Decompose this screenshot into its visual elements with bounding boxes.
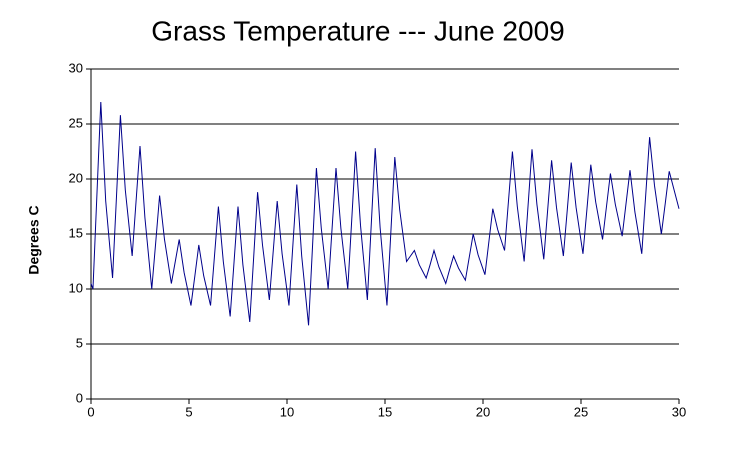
y-tick-label: 10 xyxy=(69,280,83,295)
x-tick-label: 15 xyxy=(378,404,392,419)
x-tick-label: 0 xyxy=(87,404,94,419)
line-series xyxy=(90,101,680,326)
x-tick-label: 20 xyxy=(476,404,490,419)
x-tick-label: 10 xyxy=(280,404,294,419)
x-tick-label: 5 xyxy=(185,404,192,419)
y-tick-label: 5 xyxy=(76,335,83,350)
x-tick-label: 30 xyxy=(672,404,686,419)
y-tick-label: 0 xyxy=(76,390,83,405)
y-tick-label: 25 xyxy=(69,115,83,130)
y-tick-label: 30 xyxy=(69,60,83,75)
chart-title: Grass Temperature --- June 2009 xyxy=(151,15,564,46)
y-axis-label: Degrees C xyxy=(26,205,42,274)
y-tick-label: 20 xyxy=(69,170,83,185)
x-tick-label: 25 xyxy=(574,404,588,419)
y-tick-label: 15 xyxy=(69,225,83,240)
